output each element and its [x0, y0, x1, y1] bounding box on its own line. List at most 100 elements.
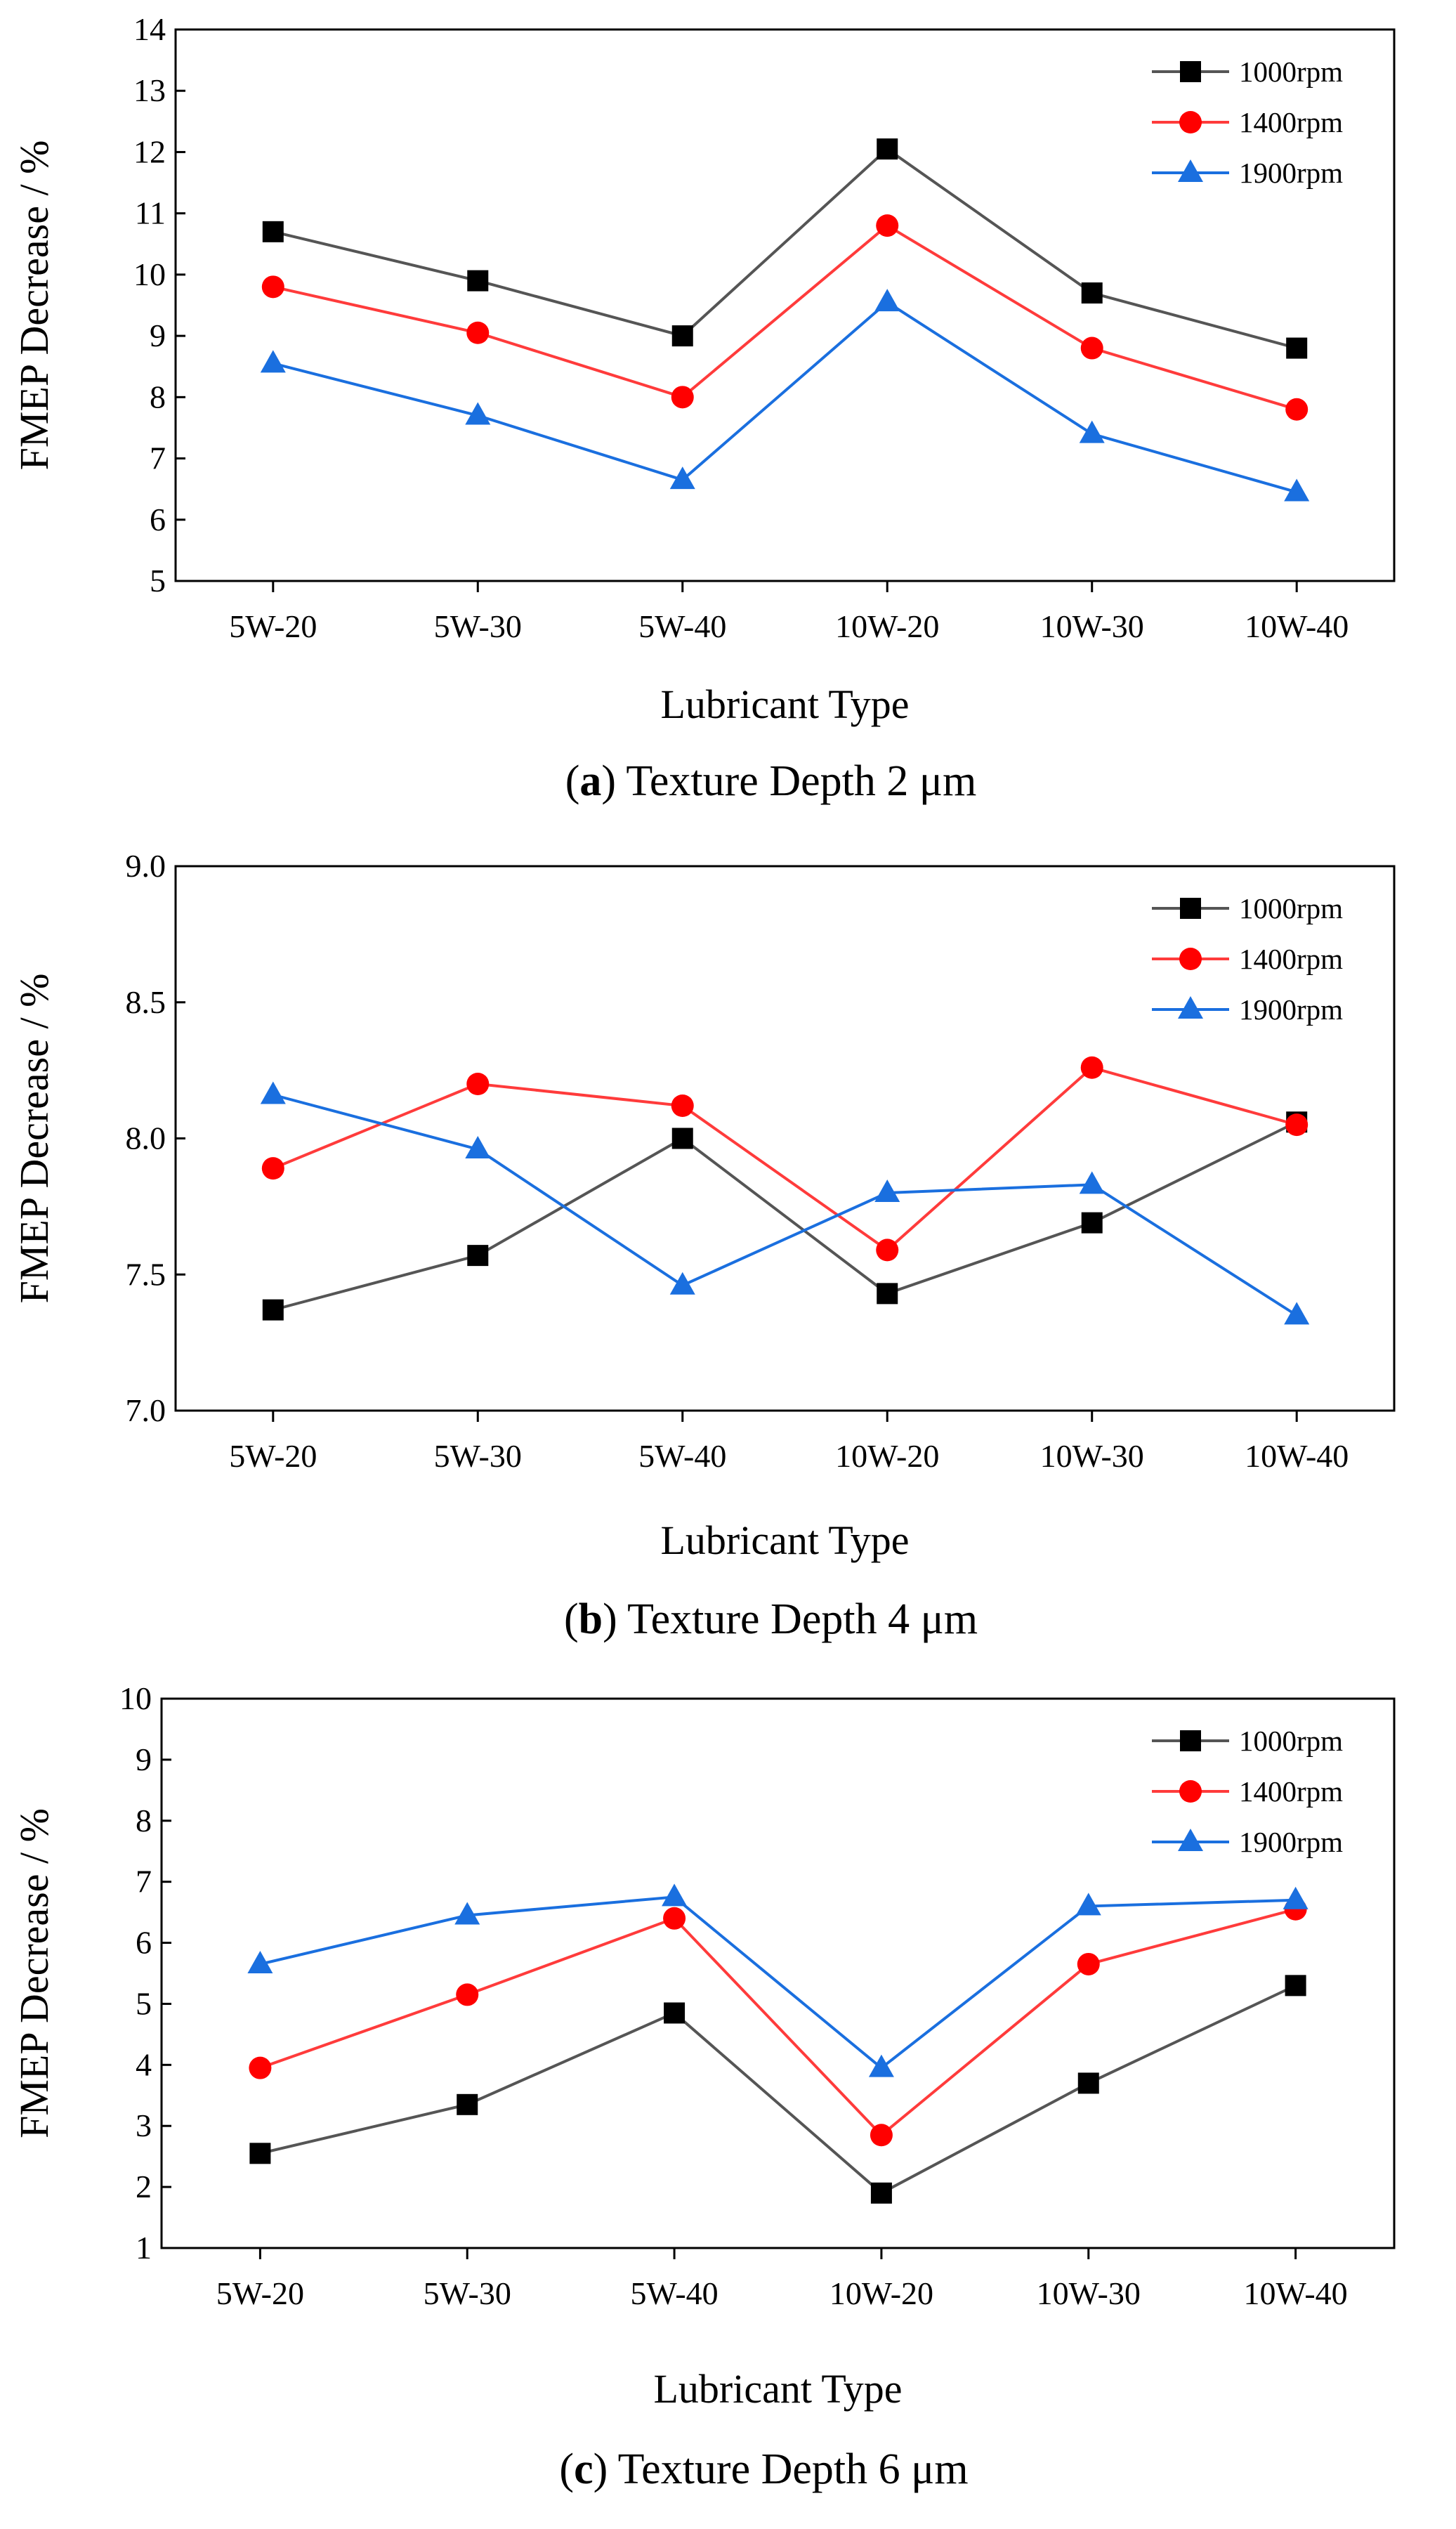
data-point — [456, 1983, 479, 2006]
data-point — [671, 325, 693, 347]
x-tick-label: 5W-40 — [630, 2275, 718, 2311]
legend-marker — [1179, 948, 1202, 970]
data-point — [1285, 1975, 1306, 1997]
y-tick-label: 9 — [150, 318, 166, 353]
legend-label: 1400rpm — [1239, 106, 1343, 138]
series-1400rpm — [249, 1897, 1307, 2147]
y-axis-title: FMEP Decrease / % — [11, 974, 57, 1304]
x-tick-label: 10W-30 — [1040, 1438, 1144, 1474]
data-point — [465, 402, 491, 425]
x-tick-label: 5W-40 — [638, 1438, 726, 1474]
legend-label: 1000rpm — [1239, 1725, 1343, 1757]
data-point — [260, 350, 286, 373]
y-tick-label: 4 — [136, 2046, 152, 2082]
series-line — [273, 1093, 1298, 1317]
y-tick-label: 8.5 — [126, 984, 166, 1020]
series-line — [273, 223, 1297, 411]
data-point — [870, 2124, 893, 2147]
data-point — [877, 1283, 898, 1305]
y-tick-label: 8.0 — [126, 1120, 166, 1156]
y-tick-label: 9.0 — [126, 848, 166, 884]
data-point — [662, 1883, 688, 1907]
x-axis-title: Lubricant Type — [653, 2366, 902, 2412]
chart-panel-a: 5 6 7 8 9 10 11 12 13 14 5W-20 5W-30 5W-40 10W-20 10W-… — [11, 11, 1396, 805]
data-point — [457, 2093, 478, 2115]
series-1000rpm — [249, 1975, 1306, 2204]
data-point — [671, 386, 694, 409]
y-tick-label: 1 — [136, 2230, 152, 2266]
x-tick-label: 10W-30 — [1040, 608, 1144, 644]
y-tick-label: 9 — [136, 1741, 152, 1777]
data-point — [1080, 336, 1103, 360]
legend-label: 1000rpm — [1239, 892, 1343, 924]
data-point — [466, 1073, 490, 1095]
series-line — [259, 1984, 1297, 2195]
x-tick-label: 10W-40 — [1243, 2275, 1347, 2311]
data-point — [669, 466, 695, 490]
series-line — [273, 147, 1297, 350]
x-tick-label: 10W-20 — [829, 2275, 933, 2311]
y-tick-label: 11 — [135, 195, 166, 231]
data-point — [877, 138, 898, 160]
data-point — [454, 1902, 480, 1925]
series-1000rpm — [262, 1111, 1308, 1321]
plot-frame — [160, 1697, 1396, 2249]
x-tick-label: 10W-20 — [835, 608, 939, 644]
data-point — [261, 275, 284, 299]
series-1900rpm — [260, 1081, 1310, 1325]
legend-label: 1400rpm — [1239, 1775, 1343, 1808]
legend-marker — [1180, 61, 1201, 82]
series-line — [259, 1895, 1296, 2070]
y-tick-label: 8 — [136, 1803, 152, 1838]
data-point — [1283, 1886, 1309, 1909]
y-tick-label: 7.0 — [126, 1392, 166, 1428]
y-tick-label: 8 — [150, 379, 166, 414]
x-tick-label: 5W-20 — [216, 2275, 304, 2311]
data-point — [1284, 478, 1310, 502]
data-point — [247, 1950, 273, 1973]
legend-marker — [1179, 1780, 1202, 1803]
data-point — [1077, 1952, 1100, 1975]
data-point — [1286, 337, 1308, 359]
data-point — [671, 1128, 693, 1149]
data-point — [466, 321, 490, 344]
figure-caption: (a) Texture Depth 2 μm — [565, 757, 977, 805]
series-1900rpm — [247, 1883, 1309, 2077]
data-point — [260, 1081, 286, 1104]
data-point — [249, 2056, 272, 2079]
data-point — [262, 1299, 284, 1321]
data-point — [1075, 1893, 1101, 1916]
y-tick-label: 7 — [150, 440, 166, 476]
legend-marker — [1180, 1730, 1201, 1751]
legend: 1000rpm 1400rpm 1900rpm — [1152, 55, 1343, 189]
y-tick-label: 6 — [136, 1925, 152, 1961]
y-tick-label: 6 — [150, 502, 166, 537]
y-tick-label: 14 — [133, 11, 166, 47]
y-tick-label: 7 — [136, 1864, 152, 1900]
legend-label: 1400rpm — [1239, 943, 1343, 975]
figure-caption: (c) Texture Depth 6 μm — [559, 2445, 968, 2493]
chart-panel-c: 1 2 3 4 5 6 7 8 9 10 5W-20 5W-30 5W-40 10W-20 10W-30 10… — [11, 1680, 1396, 2493]
series-1400rpm — [261, 214, 1309, 421]
x-axis-title: Lubricant Type — [660, 681, 909, 727]
legend-label: 1900rpm — [1239, 993, 1343, 1026]
data-point — [467, 1245, 489, 1267]
data-point — [874, 1179, 900, 1202]
data-point — [1081, 282, 1103, 304]
x-tick-label: 10W-20 — [835, 1438, 939, 1474]
series-line — [259, 1907, 1297, 2137]
y-axis-title: FMEP Decrease / % — [11, 1808, 57, 2138]
data-point — [249, 2143, 271, 2164]
y-tick-label: 5 — [136, 1985, 152, 2021]
y-tick-label: 2 — [136, 2169, 152, 2204]
legend-label: 1000rpm — [1239, 55, 1343, 88]
y-tick-label: 13 — [133, 72, 166, 108]
x-tick-label: 10W-40 — [1245, 1438, 1349, 1474]
data-point — [465, 1136, 491, 1158]
data-point — [262, 221, 284, 242]
x-tick-label: 5W-30 — [424, 2275, 511, 2311]
data-point — [1284, 1302, 1310, 1325]
series-line — [273, 300, 1297, 494]
data-point — [876, 214, 899, 237]
